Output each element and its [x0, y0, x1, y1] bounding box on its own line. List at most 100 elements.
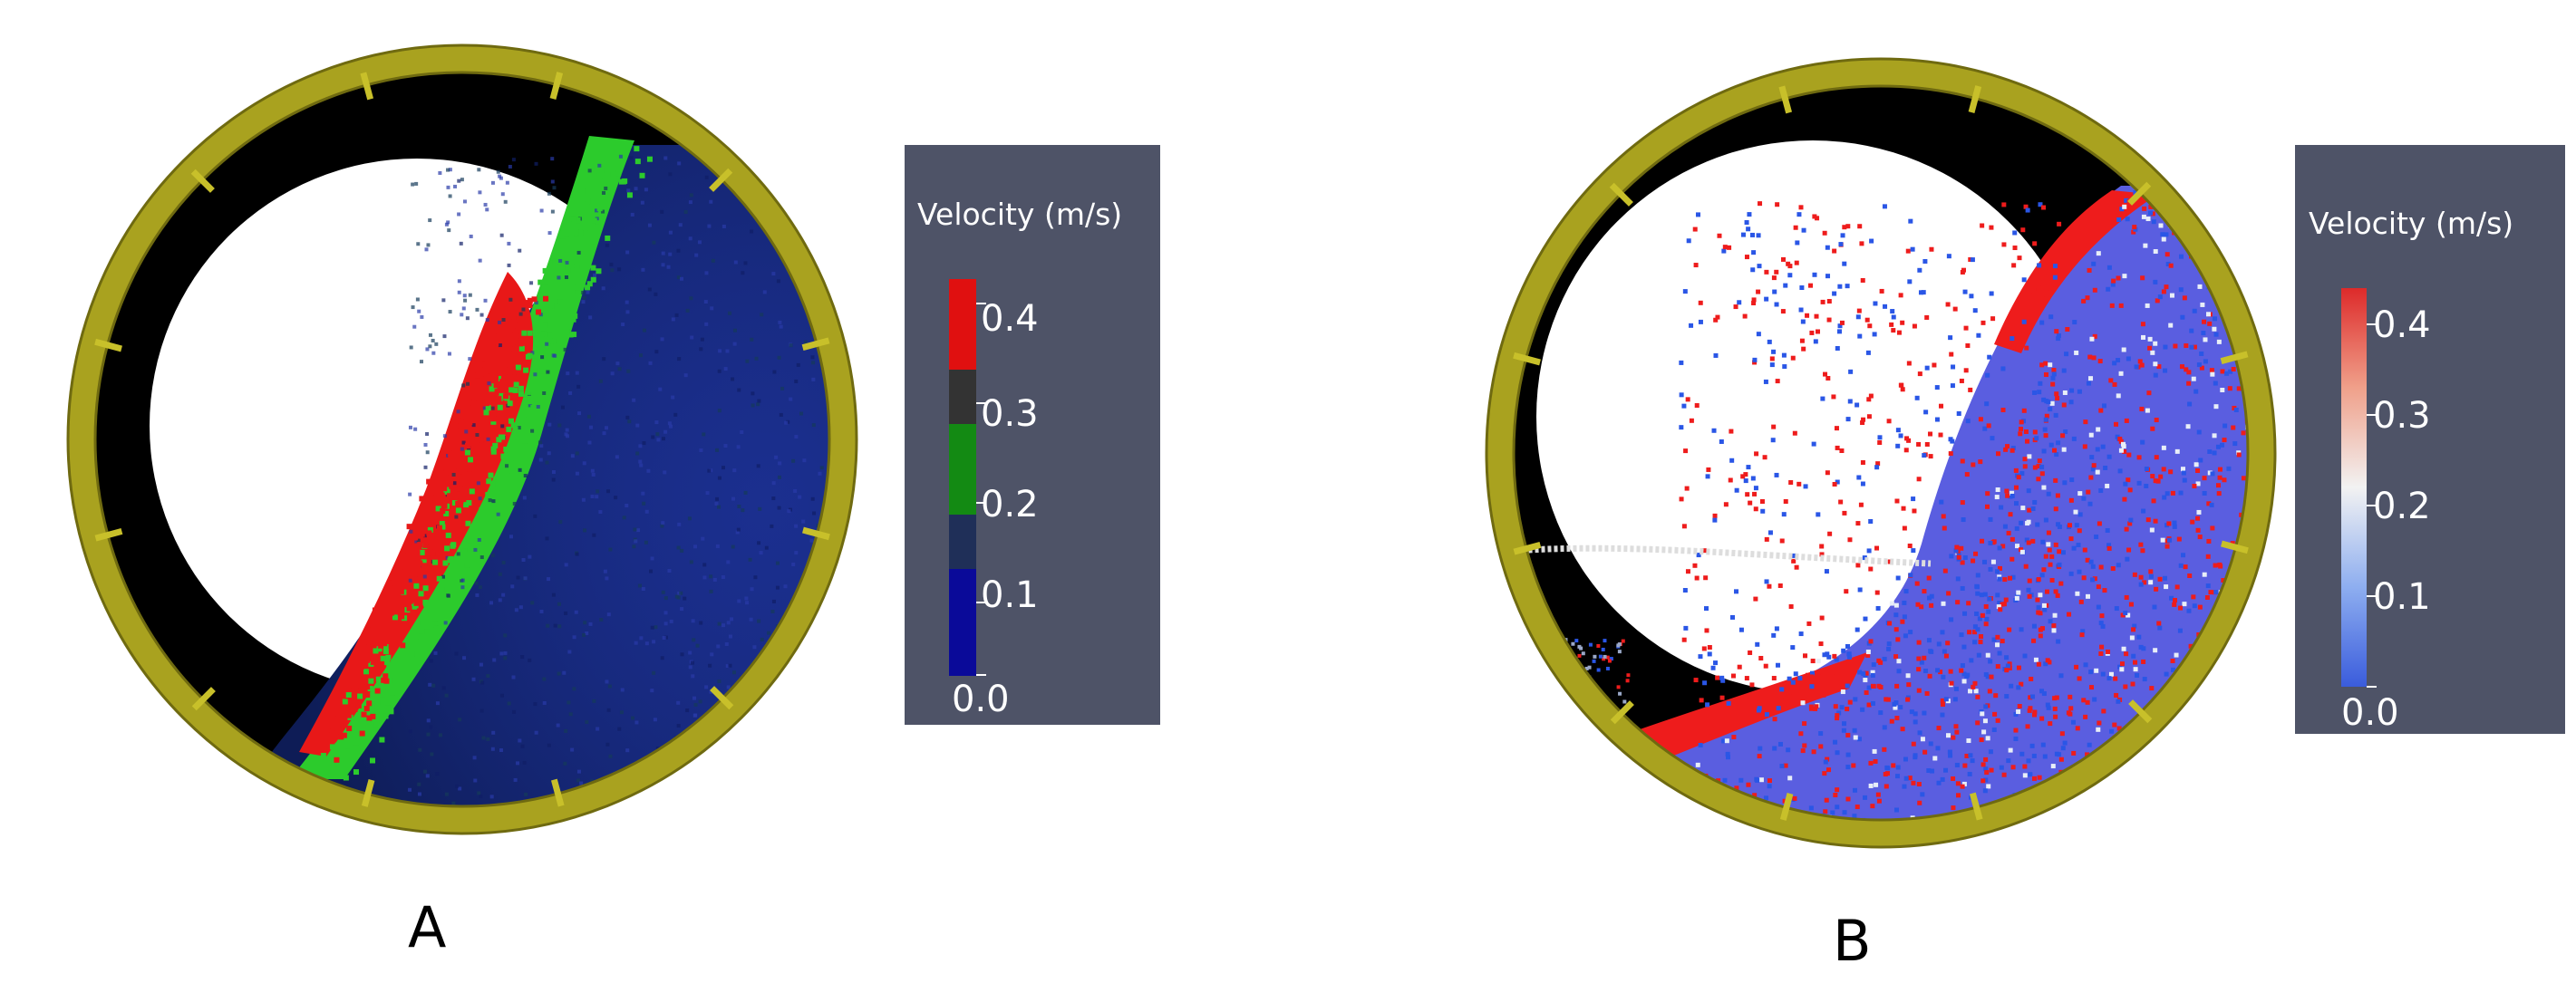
particle [1767, 872, 1771, 876]
particle [2031, 288, 2037, 294]
particle [1558, 722, 1563, 727]
particle [587, 440, 592, 445]
particle [1754, 776, 1759, 782]
particle [1928, 741, 1933, 747]
particle [513, 381, 519, 388]
particle [2253, 584, 2258, 589]
particle [1719, 675, 1725, 680]
particle [1944, 853, 1949, 858]
particle [565, 428, 569, 432]
particle [2128, 517, 2134, 523]
particle [2215, 444, 2221, 449]
particle [1948, 669, 1953, 674]
particle [1691, 850, 1696, 854]
particle [1962, 289, 1968, 294]
particle [423, 465, 428, 469]
particle [2000, 639, 2005, 644]
particle [2119, 667, 2125, 672]
particle [1974, 584, 1980, 590]
particle [1983, 757, 1989, 762]
particle [2056, 440, 2061, 446]
particle [2008, 512, 2013, 517]
particle [1737, 664, 1742, 670]
particle [777, 475, 781, 479]
particle [2108, 378, 2114, 383]
particle [2261, 247, 2265, 252]
particle [683, 596, 687, 601]
particle [353, 739, 359, 746]
particle [818, 745, 823, 749]
particle [842, 757, 846, 760]
particle [1808, 805, 1814, 811]
particle [463, 298, 468, 303]
particle [1813, 706, 1818, 711]
particle [1787, 840, 1792, 844]
particle [1942, 649, 1947, 654]
particle [2232, 810, 2237, 815]
particle [818, 190, 822, 195]
particle [842, 171, 846, 175]
particle [1757, 754, 1762, 759]
particle [1710, 665, 1716, 670]
particle [2121, 797, 2126, 803]
particle [2088, 670, 2094, 675]
particle [1988, 659, 1993, 664]
particle [2163, 368, 2168, 373]
particle [1918, 290, 1923, 295]
particle [1874, 465, 1880, 470]
particle [1972, 624, 1978, 630]
particle [473, 547, 478, 552]
particle [1981, 729, 1987, 735]
particle [1908, 218, 1913, 224]
particle [536, 404, 540, 409]
particle [2037, 390, 2042, 395]
particle [714, 502, 719, 506]
particle [1713, 660, 1719, 666]
particle [1772, 717, 1777, 722]
particle [461, 383, 466, 388]
particle [614, 496, 618, 500]
particle [2096, 251, 2101, 256]
particle [2193, 790, 2198, 795]
particle [366, 715, 373, 721]
particle [541, 284, 547, 291]
particle [1852, 787, 1857, 793]
particle [2180, 713, 2185, 718]
particle [2224, 699, 2230, 705]
particle [2032, 709, 2038, 715]
particle [2252, 804, 2257, 808]
particle [2002, 577, 2008, 583]
particle [2203, 359, 2208, 364]
particle [1884, 771, 1890, 776]
particle [1998, 565, 2003, 571]
particle [1913, 711, 1918, 717]
particle [2112, 361, 2117, 366]
particle [1816, 679, 1821, 685]
particle [688, 236, 692, 241]
particle [2074, 350, 2079, 355]
particle [2262, 560, 2267, 564]
particle [1971, 630, 1977, 635]
particle [1993, 693, 1999, 699]
particle [1997, 651, 2002, 656]
particle [1866, 414, 1872, 419]
particle [2001, 772, 2007, 777]
particle [414, 651, 421, 657]
particle [1833, 739, 1838, 745]
particle [446, 168, 450, 172]
particle [414, 550, 421, 556]
particle [1859, 241, 1864, 246]
particle [2221, 578, 2226, 583]
particle [1770, 438, 1776, 443]
particle [1698, 319, 1703, 324]
particle [1818, 744, 1824, 749]
particle [1865, 869, 1870, 873]
particle [1593, 654, 1597, 659]
particle [1908, 573, 1913, 578]
particle [2148, 580, 2154, 585]
particle [493, 382, 499, 389]
particle [1951, 805, 1956, 811]
particle [1991, 637, 1997, 642]
particle [811, 361, 816, 365]
particle [516, 761, 520, 766]
